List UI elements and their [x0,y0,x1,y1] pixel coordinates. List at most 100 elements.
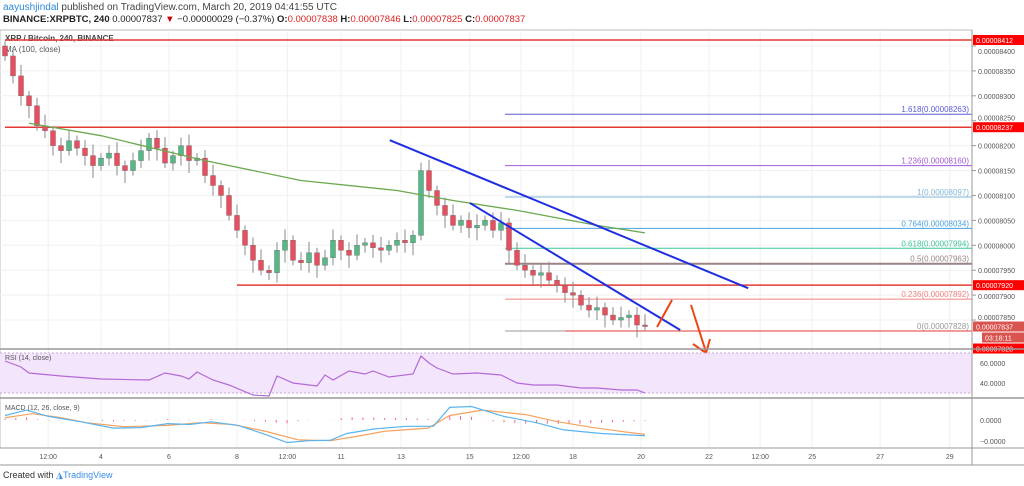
candle-body [570,292,576,296]
candle-body [546,272,552,281]
candle-body [618,317,624,321]
rsi-band [0,353,972,393]
candle-body [314,252,320,266]
candle-body [378,247,384,251]
candle-body [202,157,208,176]
down-triangle-icon: ▼ [165,14,175,25]
fib-level-label: 0.5(0.00007963) [910,255,969,264]
candle-body [210,175,216,186]
current-price-label-bg [973,321,1024,332]
candle-body [2,45,8,57]
candle-body [138,150,144,161]
candle-body [426,170,432,191]
macd-legend: MACD (12, 26, close, 9) [5,405,80,412]
candle-body [234,215,240,231]
price-chart[interactable]: 0.000084000.000083500.000083000.00008250… [0,0,1024,470]
open-value: 0.00007838 [287,14,338,25]
candle-body [258,260,264,271]
publish-text: published on TradingView.com, March 20, … [61,2,337,13]
candle-body [586,304,592,311]
candle-body [402,240,408,244]
high-value: 0.00007846 [350,14,401,25]
candle-body [522,265,528,271]
open-label: O: [277,14,288,25]
fib-level-label: 1(0.00008097) [917,188,969,197]
x-tick-label: 12:00 [279,454,297,461]
candle-body [594,307,600,311]
y-tick-label: 0.00008250 [978,116,1015,123]
fib-level-label: 1.236(0.00008160) [901,157,969,166]
x-tick-label: 15 [466,454,474,461]
price-line-label-bg [973,280,1024,291]
candle-body [562,284,568,293]
x-tick-label: 25 [808,454,816,461]
candle-body [602,307,608,316]
candle-body [290,240,296,261]
candle-body [466,220,472,229]
candle-body [10,55,16,77]
rsi-tick-label: 60.0000 [980,361,1005,368]
y-tick-label: 0.00008100 [978,193,1015,200]
author-link[interactable]: aayushjindal [3,2,59,13]
x-tick-label: 12:00 [751,454,769,461]
x-tick-label: 4 [99,454,103,461]
candle-body [58,145,64,151]
candle-body [162,147,168,164]
candle-body [410,235,416,244]
price-line-label-bg [973,35,1024,45]
candle-body [178,145,184,156]
low-value: 0.00007825 [412,14,463,25]
price-line-label-bg [973,122,1024,133]
price-change: −0.00000029 (−0.37%) [177,14,275,25]
candle-body [354,245,360,256]
candle-body [106,152,112,159]
fib-level-label: 0(0.00007828) [917,322,969,331]
trendline [469,202,681,331]
red-cross-mark [656,299,673,328]
y-tick-label: 0.00008000 [978,243,1015,250]
x-tick-label: 12:00 [512,454,530,461]
candle-body [370,242,376,248]
y-tick-label: 0.00008200 [978,144,1015,151]
candle-body [74,140,80,149]
macd-line [4,405,646,444]
fib-level-label: 0.236(0.00007892) [901,290,969,299]
fib-level-label: 0.618(0.00007994) [901,239,969,248]
candle-body [242,230,248,246]
candle-body [386,245,392,251]
price-line-label: 0.00008412 [976,38,1013,45]
candle-body [450,215,456,226]
x-tick-label: 29 [946,454,954,461]
fib-level-label: 0.764(0.00008034) [901,219,969,228]
candle-body [642,324,648,327]
down-arrow-shaft [690,304,707,353]
candle-body [98,157,104,166]
publish-info: aayushjindal published on TradingView.co… [3,2,337,13]
tradingview-brand[interactable]: TradingView [62,470,113,480]
candle-body [82,147,88,156]
y-tick-label: 0.00008300 [978,94,1015,101]
y-tick-label: 0.00008350 [978,69,1015,76]
candle-body [330,240,336,258]
candle-body [26,95,32,106]
candle-body [578,294,584,306]
y-tick-label: 0.00007850 [978,315,1015,322]
candle-body [170,155,176,164]
x-tick-label: 20 [637,454,645,461]
ma100-line [28,122,646,234]
candle-body [130,160,136,171]
macd-tick-label: 0.0000 [980,418,1002,425]
y-tick-label: 0.00008050 [978,218,1015,225]
symbol: BINANCE:XRPBTC, 240 [3,14,110,25]
candle-body [18,75,24,97]
y-tick-label: 0.00007950 [978,268,1015,275]
ma-legend: MA (100, close) [5,45,61,54]
fib-level-label: 1.618(0.00008263) [901,105,969,114]
candle-body [50,130,56,146]
high-label: H: [340,14,351,25]
x-tick-label: 13 [397,454,405,461]
candle-body [362,242,368,246]
candle-body [322,257,328,266]
candle-body [394,240,400,246]
candle-body [338,240,344,251]
